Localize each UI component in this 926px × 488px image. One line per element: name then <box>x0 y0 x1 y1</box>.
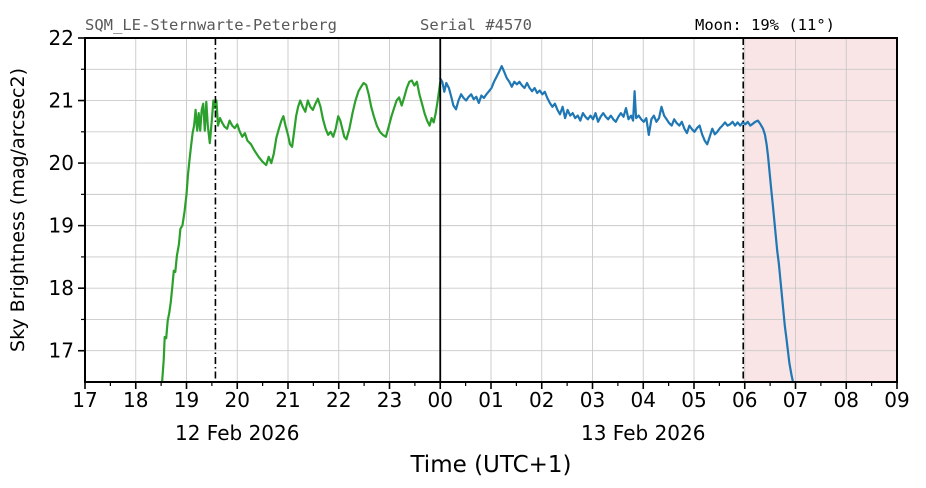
gridlines-group <box>85 38 897 382</box>
axis-ticks-group <box>78 37 898 389</box>
x-tick-label: 21 <box>275 388 300 412</box>
x-axis-label: Time (UTC+1) <box>409 452 571 478</box>
y-tick-label: 22 <box>49 26 74 50</box>
daylight-shaded-region <box>743 38 897 382</box>
y-tick-label: 17 <box>49 339 74 363</box>
series-group <box>161 64 795 384</box>
x-tick-label: 08 <box>834 388 859 412</box>
x-tick-label: 05 <box>681 388 706 412</box>
vertical-marker-lines-group <box>214 38 745 382</box>
y-tick-label: 21 <box>49 89 74 113</box>
date-label: 13 Feb 2026 <box>581 421 705 445</box>
series-line-green-12feb <box>161 79 442 384</box>
date-label: 12 Feb 2026 <box>175 421 299 445</box>
daylight-shaded-region-group <box>743 38 897 382</box>
x-tick-labels-group: 17 18 19 20 21 22 23 00 01 02 03 04 05 06 07 08 09 <box>72 388 909 412</box>
x-tick-label: 20 <box>225 388 250 412</box>
x-tick-label: 04 <box>631 388 656 412</box>
series-line-blue-13feb <box>439 64 795 384</box>
x-tick-label: 17 <box>72 388 97 412</box>
y-axis-label: Sky Brightness (mag/arcsec2) <box>7 68 29 352</box>
x-tick-label: 07 <box>783 388 808 412</box>
x-tick-label: 03 <box>580 388 605 412</box>
x-tick-label: 02 <box>529 388 554 412</box>
y-tick-label: 18 <box>49 276 74 300</box>
x-tick-label: 23 <box>377 388 402 412</box>
date-labels-group: 12 Feb 2026 13 Feb 2026 <box>175 421 705 445</box>
x-tick-label: 01 <box>478 388 503 412</box>
station-title: SQM_LE-Sternwarte-Peterberg <box>85 16 337 34</box>
y-tick-label: 19 <box>49 214 74 238</box>
y-tick-labels-group: 17 18 19 20 21 22 <box>49 26 74 363</box>
x-tick-label: 06 <box>732 388 757 412</box>
moon-status-label: Moon: 19% (11°) <box>695 16 835 34</box>
x-tick-label: 00 <box>428 388 453 412</box>
x-tick-label: 18 <box>123 388 148 412</box>
serial-number-label: Serial #4570 <box>420 16 532 34</box>
x-tick-label: 22 <box>326 388 351 412</box>
x-tick-label: 19 <box>174 388 199 412</box>
y-tick-label: 20 <box>49 151 74 175</box>
x-tick-label: 09 <box>884 388 909 412</box>
